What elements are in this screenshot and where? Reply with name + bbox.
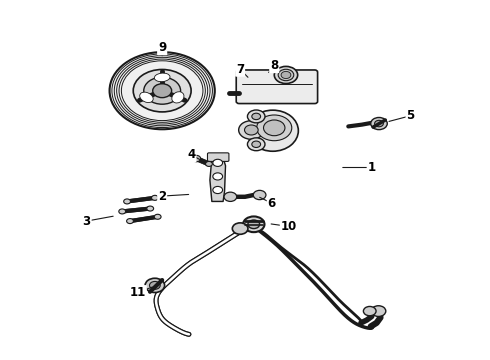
Text: 8: 8 xyxy=(270,59,278,72)
Circle shape xyxy=(123,199,130,204)
Circle shape xyxy=(119,209,125,214)
Text: 9: 9 xyxy=(158,41,166,54)
Circle shape xyxy=(245,125,258,135)
Circle shape xyxy=(213,173,222,180)
Circle shape xyxy=(371,306,386,316)
Circle shape xyxy=(252,113,261,120)
Ellipse shape xyxy=(247,110,298,151)
Circle shape xyxy=(364,306,376,316)
Circle shape xyxy=(371,117,387,130)
Circle shape xyxy=(252,141,261,148)
Circle shape xyxy=(153,84,172,98)
Circle shape xyxy=(144,77,181,104)
Circle shape xyxy=(247,110,265,123)
Text: 11: 11 xyxy=(130,286,146,299)
Circle shape xyxy=(192,156,201,162)
FancyBboxPatch shape xyxy=(207,153,229,161)
Circle shape xyxy=(232,223,248,234)
Circle shape xyxy=(264,120,285,136)
Ellipse shape xyxy=(140,92,153,103)
Circle shape xyxy=(151,195,158,200)
Text: 2: 2 xyxy=(158,190,166,203)
Circle shape xyxy=(247,138,265,151)
Circle shape xyxy=(278,69,294,81)
Circle shape xyxy=(281,71,291,78)
FancyBboxPatch shape xyxy=(236,70,318,104)
Text: 7: 7 xyxy=(236,63,244,76)
Circle shape xyxy=(274,66,297,84)
Text: 1: 1 xyxy=(368,161,376,174)
Circle shape xyxy=(213,159,222,166)
Ellipse shape xyxy=(154,73,170,82)
Circle shape xyxy=(374,120,383,127)
Circle shape xyxy=(248,220,260,229)
Text: 5: 5 xyxy=(407,109,415,122)
Circle shape xyxy=(147,206,153,211)
Text: 6: 6 xyxy=(268,197,276,210)
Circle shape xyxy=(205,161,212,166)
Circle shape xyxy=(133,69,191,112)
Circle shape xyxy=(145,278,165,293)
Ellipse shape xyxy=(172,92,184,103)
Circle shape xyxy=(239,121,264,139)
Polygon shape xyxy=(210,158,225,202)
Circle shape xyxy=(257,115,292,141)
Circle shape xyxy=(149,282,160,289)
Circle shape xyxy=(243,216,265,232)
Circle shape xyxy=(126,219,133,224)
Circle shape xyxy=(224,192,237,202)
Text: 4: 4 xyxy=(187,148,196,162)
Text: 3: 3 xyxy=(83,215,91,228)
Circle shape xyxy=(213,186,222,194)
Circle shape xyxy=(154,214,161,219)
Circle shape xyxy=(110,52,215,129)
Circle shape xyxy=(253,190,266,200)
Text: 10: 10 xyxy=(281,220,297,233)
